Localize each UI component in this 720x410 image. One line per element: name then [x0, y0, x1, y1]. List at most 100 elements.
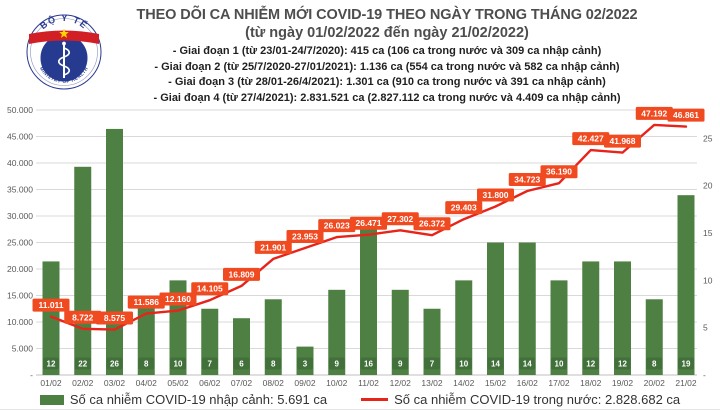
bar-value-label: 14 [491, 360, 500, 369]
bar [677, 195, 695, 375]
line-value-label-box [445, 201, 483, 215]
x-axis-label: 05/02 [167, 378, 189, 388]
bar-value-label-box [455, 357, 472, 370]
right-axis-label: 15 [703, 228, 713, 238]
bar-value-label: 10 [555, 360, 564, 369]
left-axis-label: 50.000 [7, 105, 33, 115]
bar-value-label: 8 [271, 360, 276, 369]
line-value-label: 11.011 [38, 300, 63, 310]
line-value-label: 36.190 [546, 167, 572, 177]
phase-note-4: - Giai đoạn 4 (từ 27/4/2021): 2.831.521 … [153, 91, 621, 104]
chart-legend: Số ca nhiễm COVID-19 nhập cảnh: 5.691 ca… [0, 392, 720, 407]
line-value-label: 31.800 [483, 190, 509, 200]
bar-value-label-box [582, 357, 599, 370]
right-axis-label: 25 [703, 133, 713, 143]
left-axis-label: 5.000 [12, 344, 34, 354]
right-axis-label: 10 [703, 275, 713, 285]
logo-snake-head [62, 41, 66, 46]
line-value-label-box [635, 106, 673, 120]
line-value-label-box [604, 134, 641, 148]
bar [614, 261, 631, 375]
line-value-label-box [64, 310, 102, 324]
bar-value-label-box [614, 357, 631, 370]
legend-line-swatch-icon [361, 398, 389, 401]
line-value-label-box [127, 295, 165, 309]
bar [518, 242, 536, 375]
left-axis-label: 15.000 [7, 291, 33, 301]
line-value-label: 8.722 [72, 312, 94, 322]
line-value-label-box [572, 132, 610, 146]
x-axis-label: 02/02 [72, 378, 94, 388]
right-axis-label: - [703, 370, 706, 380]
bar-value-label-box [392, 357, 409, 370]
logo-star-icon [59, 28, 69, 38]
bar-value-label: 6 [239, 360, 244, 369]
bar-value-label-box [297, 357, 313, 370]
bar-value-label-box [551, 357, 567, 370]
chart-header: THEO DÕI CA NHIỄM MỚI COVID-19 THEO NGÀY… [64, 7, 710, 106]
bar-value-label: 9 [398, 360, 403, 369]
x-axis-label: 08/02 [263, 378, 285, 388]
line-value-label-box [413, 217, 451, 231]
line-value-label-box [223, 267, 260, 281]
chart-subtitle: (từ ngày 01/02/2022 đến ngày 21/02/2022) [245, 25, 529, 41]
line-value-label-box [286, 230, 324, 244]
bar-value-label: 19 [682, 360, 691, 369]
x-axis-label: 14/02 [453, 378, 475, 388]
line-value-label-box [667, 108, 705, 122]
line-value-label-box [96, 311, 133, 325]
x-axis-label: 20/02 [644, 378, 666, 388]
line-value-label: 26.023 [324, 221, 350, 231]
left-axis-label: 35.000 [7, 185, 33, 195]
bar-value-label: 8 [144, 360, 149, 369]
phase-notes: - Giai đoạn 1 (từ 23/01-24/7/2020): 415 … [64, 44, 710, 106]
left-axis-label: 20.000 [7, 264, 33, 274]
x-axis-label: 10/02 [326, 378, 348, 388]
line-value-label: 34.723 [514, 174, 540, 184]
bar [328, 289, 346, 375]
x-axis-label: 12/02 [390, 378, 412, 388]
bar [106, 128, 123, 375]
x-axis-label: 18/02 [580, 378, 602, 388]
phase-note-2: - Giai đoạn 2 (từ 25/7/2020-27/01/2021):… [154, 60, 620, 73]
bar-value-label: 26 [110, 360, 119, 369]
line-value-label: 47.192 [641, 108, 667, 118]
line-value-label: 12.160 [165, 294, 191, 304]
trend-line [49, 123, 688, 331]
line-value-label-box [508, 172, 546, 186]
line-value-label-box [477, 188, 514, 202]
left-axis-label: - [30, 370, 33, 380]
x-axis-label: 03/02 [104, 378, 126, 388]
bar [42, 261, 60, 375]
bar-value-label-box [360, 357, 377, 370]
bar-value-label-box [265, 357, 282, 370]
bar-value-label-box [424, 357, 440, 370]
x-axis-label: 06/02 [199, 378, 221, 388]
x-axis-label: 13/02 [421, 378, 443, 388]
bar-value-label: 22 [78, 360, 87, 369]
bar-value-label: 8 [652, 360, 657, 369]
line-value-label: 21.901 [260, 242, 286, 252]
line-value-label-box [381, 212, 419, 226]
line-value-label: 26.372 [419, 219, 445, 229]
x-axis-label: 19/02 [612, 378, 634, 388]
line-value-label-box [191, 282, 229, 296]
bar [137, 299, 155, 375]
left-axis-label: 45.000 [7, 132, 33, 142]
bar [360, 223, 377, 375]
moh-logo-icon: BỘ Y TẾ MINISTRY OF HEALTH [26, 13, 102, 90]
x-axis-label: 16/02 [517, 378, 539, 388]
legend-bar-swatch-icon [39, 394, 64, 405]
x-axis-label: 17/02 [548, 378, 570, 388]
bar-value-label-box [74, 357, 91, 370]
line-value-label: 11.586 [133, 297, 159, 307]
bar-value-label: 12 [618, 360, 627, 369]
bar-value-label-box [328, 357, 345, 370]
right-axis-label: 5 [703, 323, 708, 333]
bar-value-label-box [646, 357, 663, 370]
bar [74, 166, 92, 375]
line-value-label-box [32, 298, 70, 312]
bar-value-label-box [106, 357, 123, 370]
bar [487, 242, 504, 375]
